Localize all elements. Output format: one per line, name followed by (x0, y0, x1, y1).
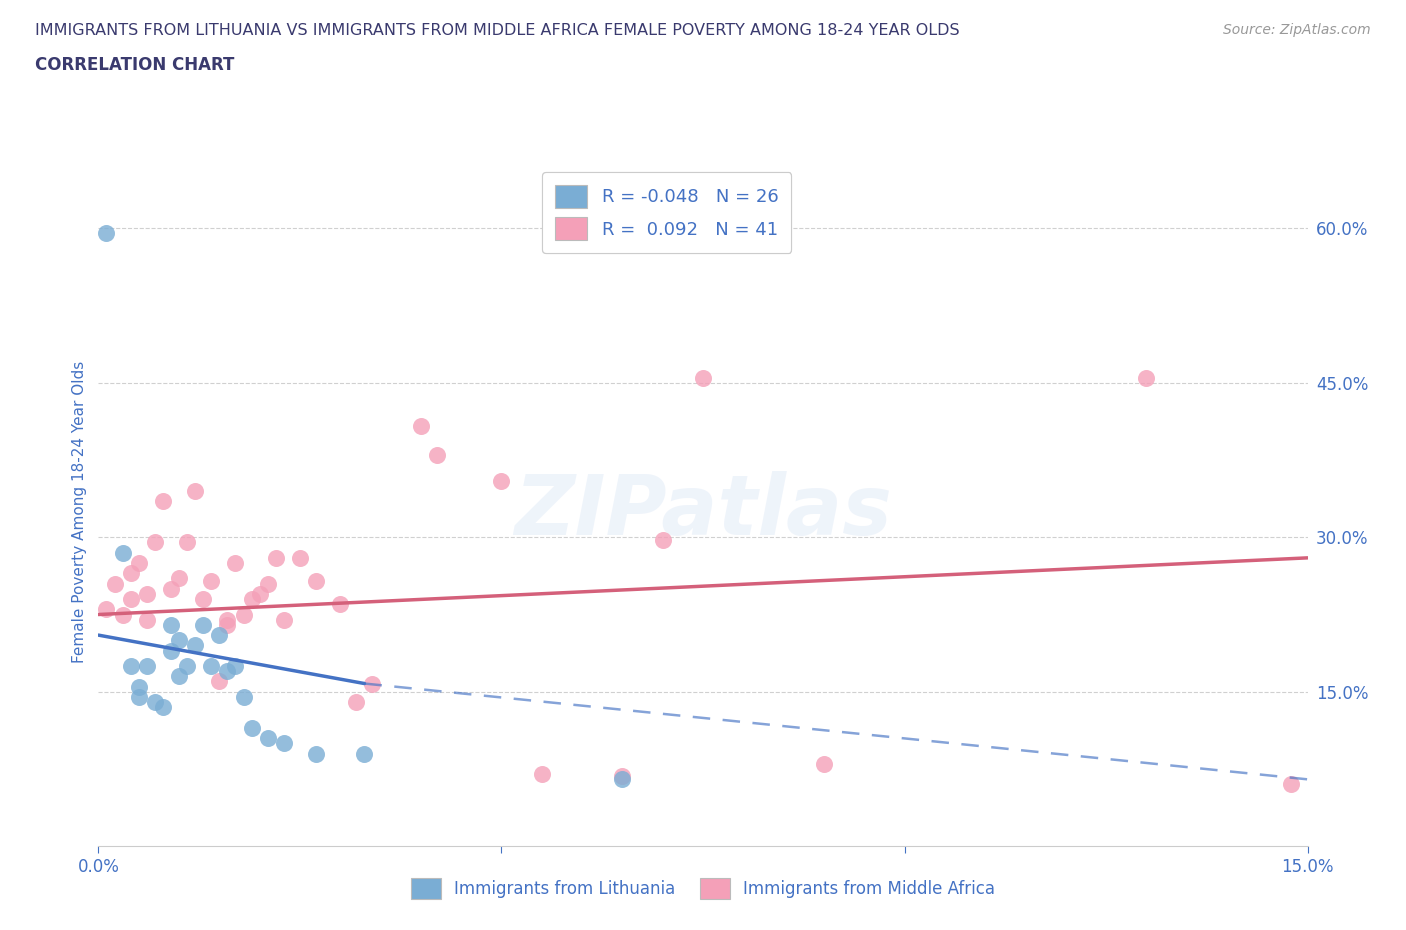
Point (96, 226, 118, 241)
Point (111, 545, 134, 560)
Point (135, 612, 157, 627)
Point (426, 447, 449, 462)
Point (193, 591, 215, 606)
Point (256, 577, 278, 591)
Point (361, 676, 384, 691)
Point (120, 591, 142, 606)
Point (160, 644, 183, 658)
Point (305, 746, 328, 761)
Point (135, 587, 157, 602)
Point (167, 632, 190, 647)
Point (224, 658, 246, 673)
Point (491, 473, 513, 488)
Point (813, 756, 835, 771)
Point (256, 731, 278, 746)
Point (329, 597, 352, 612)
Text: Source: ZipAtlas.com: Source: ZipAtlas.com (1223, 23, 1371, 37)
Y-axis label: Female Poverty Among 18-24 Year Olds: Female Poverty Among 18-24 Year Olds (72, 361, 87, 663)
Point (103, 577, 125, 591)
Point (232, 607, 254, 622)
Point (200, 658, 222, 673)
Point (160, 618, 183, 632)
Point (651, 533, 673, 548)
Point (176, 535, 198, 550)
Point (612, 769, 634, 784)
Point (143, 695, 166, 710)
Point (200, 573, 222, 588)
Point (193, 618, 215, 632)
Point (143, 535, 166, 550)
Text: CORRELATION CHART: CORRELATION CHART (35, 56, 235, 73)
Point (530, 766, 553, 781)
Point (120, 565, 142, 580)
Text: ZIPatlas: ZIPatlas (515, 471, 891, 552)
Point (273, 612, 295, 627)
Point (167, 669, 190, 684)
Legend: R = -0.048   N = 26, R =  0.092   N = 41: R = -0.048 N = 26, R = 0.092 N = 41 (543, 172, 792, 253)
Point (1281, 777, 1303, 792)
Point (232, 689, 254, 704)
Point (224, 555, 246, 570)
Point (288, 551, 311, 565)
Point (111, 607, 134, 622)
Point (176, 658, 198, 673)
Point (128, 679, 150, 694)
Point (217, 612, 239, 627)
Point (692, 370, 714, 385)
Point (96, 602, 118, 617)
Point (240, 721, 263, 736)
Point (184, 484, 207, 498)
Point (240, 591, 263, 606)
Point (152, 494, 174, 509)
Point (1135, 370, 1157, 385)
Point (249, 587, 271, 602)
Point (217, 664, 239, 679)
Point (353, 746, 375, 761)
Point (305, 573, 328, 588)
Point (128, 689, 150, 704)
Point (160, 581, 183, 596)
Point (152, 699, 174, 714)
Point (273, 736, 295, 751)
Point (184, 638, 207, 653)
Point (409, 418, 432, 433)
Point (167, 571, 190, 586)
Point (264, 551, 287, 565)
Point (344, 695, 367, 710)
Point (208, 674, 231, 689)
Legend: Immigrants from Lithuania, Immigrants from Middle Africa: Immigrants from Lithuania, Immigrants fr… (402, 870, 1004, 908)
Point (128, 555, 150, 570)
Point (120, 658, 142, 673)
Point (612, 772, 634, 787)
Text: IMMIGRANTS FROM LITHUANIA VS IMMIGRANTS FROM MIDDLE AFRICA FEMALE POVERTY AMONG : IMMIGRANTS FROM LITHUANIA VS IMMIGRANTS … (35, 23, 960, 38)
Point (135, 658, 157, 673)
Point (217, 618, 239, 632)
Point (208, 628, 231, 643)
